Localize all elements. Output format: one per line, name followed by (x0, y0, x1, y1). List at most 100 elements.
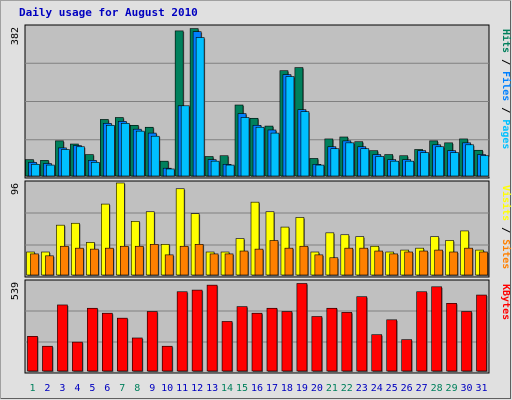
bar-kbytes-day-25 (386, 319, 398, 372)
legend-item: Sites (500, 239, 512, 269)
bar-kbytes-day-20 (311, 316, 323, 372)
y-max-label: 96 (10, 183, 21, 195)
bar-pages-day-9 (150, 135, 160, 177)
x-tick-label: 29 (446, 383, 458, 394)
bar-kbytes-day-9 (146, 311, 158, 372)
bar-sites-day-7 (119, 245, 129, 276)
bar-pages-day-26 (405, 160, 414, 177)
bar-pages-day-28 (435, 146, 444, 177)
bar-kbytes-day-29 (446, 303, 457, 372)
panel-visits-sites: 96 Visits / Sites (10, 180, 512, 278)
bar-kbytes-day-7 (116, 317, 128, 372)
bar-kbytes-day-26 (401, 339, 412, 372)
bar-kbytes-day-12 (191, 289, 203, 372)
x-tick-label: 19 (296, 383, 308, 394)
bar-pages-day-25 (390, 160, 400, 177)
bar-sites-day-30 (464, 247, 473, 276)
x-tick-label: 31 (475, 383, 487, 394)
bar-pages-day-27 (420, 152, 429, 177)
bar-pages-day-5 (91, 162, 100, 177)
bar-kbytes-day-6 (102, 312, 113, 372)
bar-pages-day-10 (165, 168, 175, 177)
bar-sites-day-3 (60, 245, 69, 276)
bar-sites-day-29 (449, 251, 458, 276)
legend-separator: / (500, 101, 511, 119)
x-tick-label: 20 (311, 383, 323, 394)
bar-sites-day-18 (284, 247, 294, 276)
bar-sites-day-22 (344, 247, 354, 276)
bar-kbytes-day-28 (431, 286, 442, 372)
bar-pages-day-11 (180, 105, 190, 177)
x-tick-label: 26 (401, 383, 413, 394)
bar-kbytes-day-3 (57, 304, 68, 372)
bar-kbytes-day-4 (72, 341, 83, 372)
bar-sites-day-4 (75, 247, 84, 276)
x-tick-label: 9 (149, 383, 155, 394)
bar-kbytes-day-15 (236, 306, 248, 372)
bar-pages-day-31 (480, 155, 489, 177)
legend-visits-sites: Visits / Sites (500, 185, 512, 269)
bar-sites-day-1 (30, 253, 39, 276)
x-tick-label: 10 (161, 383, 173, 394)
bar-sites-day-28 (434, 249, 443, 276)
x-tick-label: 15 (236, 383, 248, 394)
panel-kbytes: 539 KBytes (10, 279, 511, 374)
bar-kbytes-day-13 (206, 284, 218, 372)
bar-pages-day-22 (345, 142, 355, 177)
x-tick-label: 6 (104, 383, 110, 394)
bar-pages-day-3 (61, 149, 70, 177)
bar-kbytes-day-1 (27, 336, 38, 372)
bar-sites-day-20 (314, 254, 324, 276)
x-tick-label: 7 (119, 383, 125, 394)
bar-pages-day-8 (135, 130, 145, 177)
bar-sites-day-15 (239, 250, 249, 276)
bar-pages-day-4 (76, 146, 85, 177)
bar-pages-day-12 (195, 37, 205, 177)
legend-item: Pages (500, 119, 511, 149)
bar-pages-day-24 (375, 156, 385, 177)
bar-kbytes-day-23 (356, 296, 368, 372)
x-tick-label: 4 (74, 383, 80, 394)
bar-pages-day-29 (450, 152, 459, 177)
bar-kbytes-day-22 (341, 312, 353, 372)
bar-pages-day-18 (285, 76, 295, 177)
bar-sites-day-14 (224, 253, 234, 276)
bar-sites-day-5 (90, 248, 99, 276)
bar-pages-day-23 (360, 148, 370, 177)
bar-sites-day-24 (374, 250, 384, 276)
bar-pages-day-6 (106, 124, 115, 177)
bar-kbytes-day-31 (476, 294, 487, 372)
x-tick-label: 25 (386, 383, 398, 394)
legend-item: Visits (500, 185, 512, 221)
x-tick-label: 13 (206, 383, 218, 394)
bar-sites-day-10 (164, 254, 174, 276)
bar-pages-day-30 (465, 144, 474, 177)
bar-pages-day-1 (31, 163, 40, 177)
bar-sites-day-11 (179, 245, 189, 276)
bar-sites-day-8 (134, 245, 144, 276)
x-tick-label: 30 (461, 383, 473, 394)
bar-pages-day-21 (330, 148, 340, 177)
bar-sites-day-31 (479, 251, 488, 276)
bar-sites-day-16 (254, 248, 264, 276)
x-tick-label: 28 (431, 383, 443, 394)
x-tick-label: 5 (89, 383, 95, 394)
legend-hits-files-pages: Hits / Files / Pages (500, 29, 512, 149)
bar-pages-day-14 (225, 164, 235, 177)
x-tick-label: 11 (176, 383, 188, 394)
bar-kbytes-day-2 (42, 345, 53, 372)
bar-kbytes-day-8 (131, 337, 143, 372)
bar-sites-day-6 (105, 247, 114, 276)
legend-item: Hits (500, 29, 512, 53)
bar-kbytes-day-17 (266, 307, 278, 372)
bar-kbytes-day-14 (221, 321, 233, 372)
bar-kbytes-day-30 (461, 311, 472, 372)
bar-pages-day-19 (300, 111, 310, 177)
x-tick-label: 17 (266, 383, 278, 394)
bar-kbytes-day-5 (87, 307, 98, 372)
x-tick-label: 1 (29, 383, 35, 394)
bar-pages-day-7 (120, 123, 130, 177)
x-tick-label: 27 (416, 383, 428, 394)
